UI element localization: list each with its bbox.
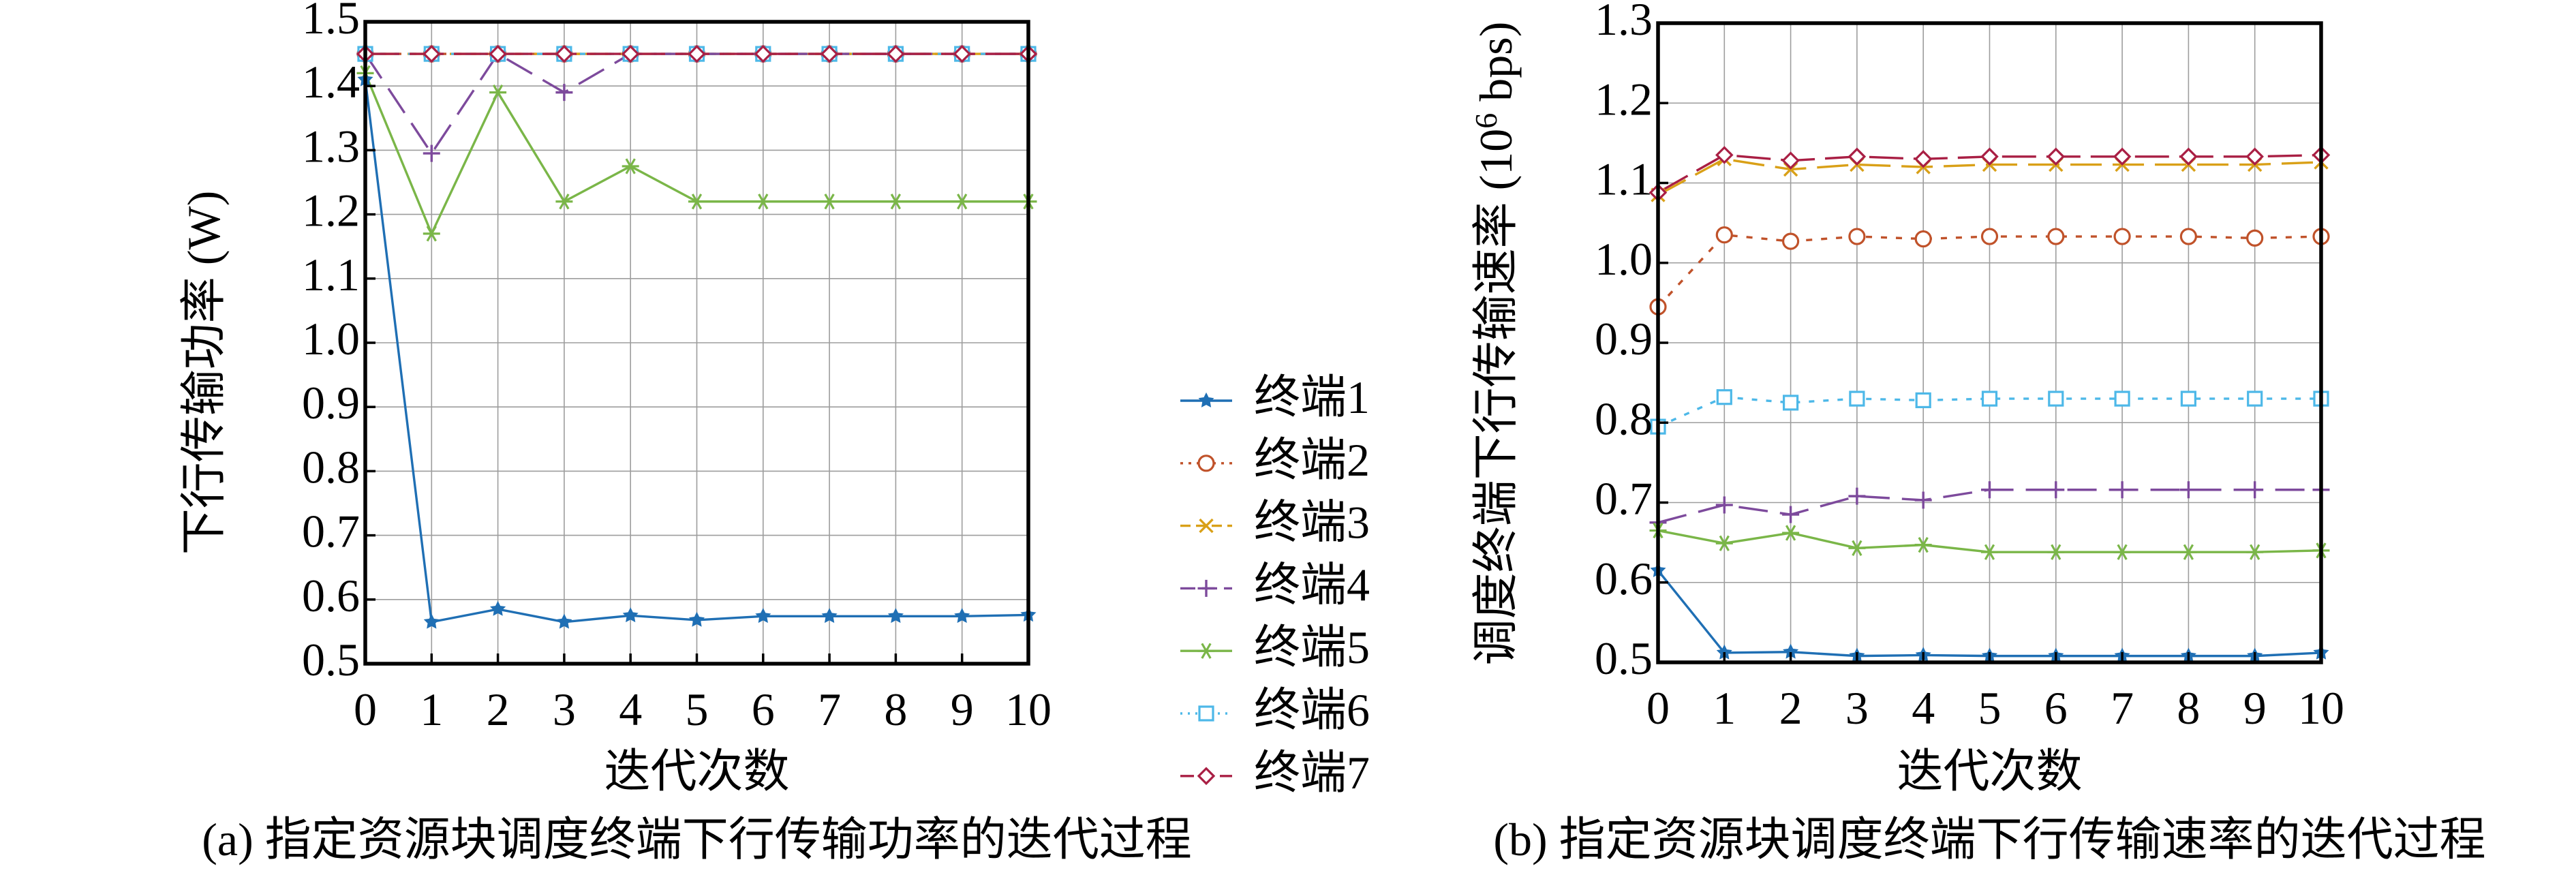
svg-text:终端3: 终端3 — [1254, 497, 1370, 549]
svg-text:下行传输功率 (W): 下行传输功率 (W) — [178, 191, 230, 555]
svg-text:1.0: 1.0 — [302, 313, 360, 365]
svg-text:8: 8 — [2177, 682, 2200, 734]
svg-text:(a) 指定资源块调度终端下行传输功率的迭代过程: (a) 指定资源块调度终端下行传输功率的迭代过程 — [202, 814, 1191, 865]
svg-text:0.8: 0.8 — [1595, 393, 1653, 444]
svg-text:0: 0 — [354, 683, 377, 735]
svg-text:终端2: 终端2 — [1254, 434, 1370, 486]
svg-text:10: 10 — [1005, 683, 1052, 735]
svg-text:1.3: 1.3 — [1595, 0, 1653, 45]
svg-text:1.5: 1.5 — [302, 0, 360, 44]
svg-text:4: 4 — [619, 683, 642, 735]
svg-text:0.6: 0.6 — [1595, 553, 1653, 604]
svg-text:1.2: 1.2 — [302, 185, 360, 236]
svg-text:终端7: 终端7 — [1254, 747, 1370, 799]
svg-text:1.0: 1.0 — [1595, 233, 1653, 285]
svg-text:3: 3 — [553, 683, 576, 735]
svg-text:8: 8 — [884, 683, 907, 735]
svg-text:0.9: 0.9 — [302, 377, 360, 429]
svg-text:终端5: 终端5 — [1254, 621, 1370, 673]
svg-text:4: 4 — [1912, 682, 1935, 734]
svg-text:0.7: 0.7 — [302, 506, 360, 557]
svg-text:2: 2 — [487, 683, 510, 735]
svg-text:迭代次数: 迭代次数 — [1897, 745, 2082, 797]
svg-text:5: 5 — [686, 683, 709, 735]
svg-text:1.2: 1.2 — [1595, 73, 1653, 125]
svg-text:5: 5 — [1978, 682, 2002, 734]
svg-text:0.8: 0.8 — [302, 441, 360, 493]
svg-text:1: 1 — [420, 683, 443, 735]
svg-text:10: 10 — [2298, 682, 2344, 734]
svg-text:1.1: 1.1 — [1595, 153, 1653, 205]
svg-text:0.7: 0.7 — [1595, 473, 1653, 525]
svg-text:终端1: 终端1 — [1254, 371, 1370, 423]
svg-text:终端6: 终端6 — [1254, 684, 1370, 736]
svg-text:1.1: 1.1 — [302, 249, 360, 301]
svg-text:迭代次数: 迭代次数 — [604, 745, 789, 797]
svg-text:7: 7 — [2111, 682, 2134, 734]
svg-text:0.9: 0.9 — [1595, 313, 1653, 365]
svg-text:9: 9 — [951, 683, 974, 735]
svg-text:7: 7 — [818, 683, 841, 735]
svg-text:终端4: 终端4 — [1254, 559, 1370, 611]
svg-text:1.4: 1.4 — [302, 56, 360, 108]
svg-text:0.6: 0.6 — [302, 570, 360, 621]
svg-text:(b) 指定资源块调度终端下行传输速率的迭代过程: (b) 指定资源块调度终端下行传输速率的迭代过程 — [1493, 814, 2485, 865]
svg-text:0.5: 0.5 — [1595, 632, 1653, 684]
svg-text:3: 3 — [1845, 682, 1869, 734]
svg-text:1.3: 1.3 — [302, 120, 360, 172]
svg-text:6: 6 — [752, 683, 775, 735]
svg-text:0.5: 0.5 — [302, 634, 360, 686]
svg-text:6: 6 — [2044, 682, 2068, 734]
svg-text:2: 2 — [1779, 682, 1803, 734]
svg-text:9: 9 — [2243, 682, 2267, 734]
svg-text:0: 0 — [1646, 682, 1670, 734]
svg-text:1: 1 — [1713, 682, 1736, 734]
